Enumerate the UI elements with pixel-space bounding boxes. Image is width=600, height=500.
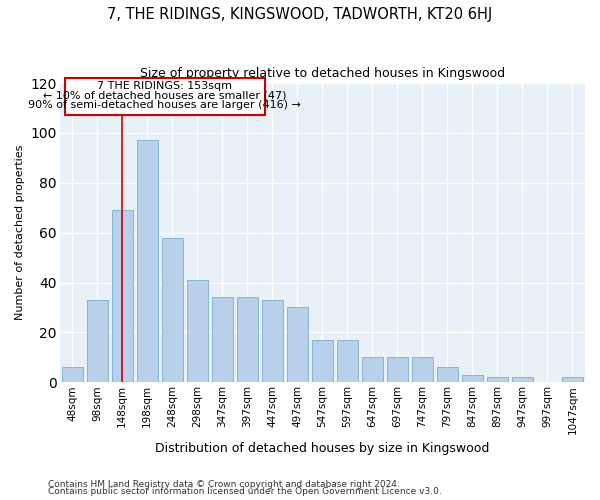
Bar xyxy=(312,340,333,382)
Bar xyxy=(362,358,383,382)
Text: Contains HM Land Registry data © Crown copyright and database right 2024.: Contains HM Land Registry data © Crown c… xyxy=(48,480,400,489)
Text: ← 10% of detached houses are smaller (47): ← 10% of detached houses are smaller (47… xyxy=(43,90,287,101)
Bar xyxy=(412,358,433,382)
Text: 90% of semi-detached houses are larger (416) →: 90% of semi-detached houses are larger (… xyxy=(28,100,301,110)
Bar xyxy=(437,368,458,382)
Bar xyxy=(161,238,183,382)
Bar xyxy=(212,298,233,382)
Bar xyxy=(187,280,208,382)
Bar xyxy=(112,210,133,382)
Bar xyxy=(387,358,408,382)
Bar xyxy=(562,378,583,382)
Bar xyxy=(62,368,83,382)
Bar xyxy=(262,300,283,382)
Bar xyxy=(287,308,308,382)
Bar xyxy=(337,340,358,382)
Y-axis label: Number of detached properties: Number of detached properties xyxy=(15,145,25,320)
Text: 7, THE RIDINGS, KINGSWOOD, TADWORTH, KT20 6HJ: 7, THE RIDINGS, KINGSWOOD, TADWORTH, KT2… xyxy=(107,8,493,22)
Bar xyxy=(236,298,258,382)
X-axis label: Distribution of detached houses by size in Kingswood: Distribution of detached houses by size … xyxy=(155,442,490,455)
Text: 7 THE RIDINGS: 153sqm: 7 THE RIDINGS: 153sqm xyxy=(97,81,232,91)
Title: Size of property relative to detached houses in Kingswood: Size of property relative to detached ho… xyxy=(140,68,505,80)
Bar xyxy=(137,140,158,382)
Bar xyxy=(65,78,265,116)
Bar xyxy=(86,300,108,382)
Text: Contains public sector information licensed under the Open Government Licence v3: Contains public sector information licen… xyxy=(48,488,442,496)
Bar xyxy=(462,375,483,382)
Bar xyxy=(512,378,533,382)
Bar xyxy=(487,378,508,382)
